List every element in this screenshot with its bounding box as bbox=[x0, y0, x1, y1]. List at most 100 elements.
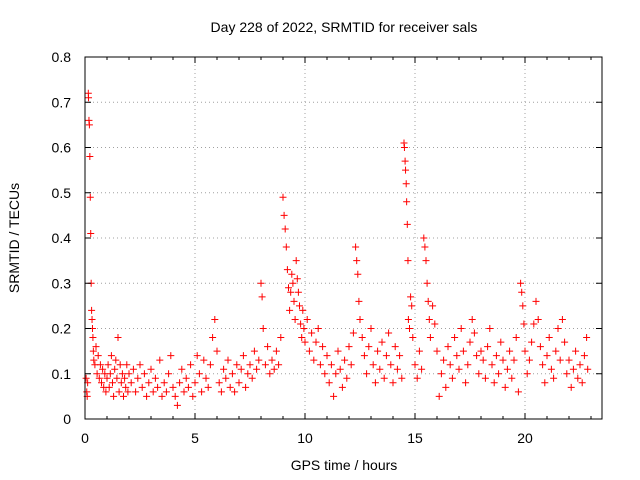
data-point bbox=[255, 356, 263, 364]
data-point bbox=[464, 361, 472, 369]
data-point bbox=[220, 365, 228, 373]
data-point bbox=[420, 234, 428, 242]
data-point bbox=[222, 374, 230, 382]
data-point bbox=[520, 320, 528, 328]
data-point bbox=[136, 361, 144, 369]
data-point bbox=[235, 379, 243, 387]
data-point bbox=[85, 121, 93, 129]
data-point bbox=[415, 347, 423, 355]
data-point bbox=[477, 347, 485, 355]
data-point bbox=[501, 383, 509, 391]
data-point bbox=[248, 374, 256, 382]
data-point bbox=[550, 374, 558, 382]
data-point bbox=[423, 279, 431, 287]
data-point bbox=[257, 279, 265, 287]
data-point bbox=[105, 383, 113, 391]
data-point bbox=[332, 370, 340, 378]
data-point bbox=[215, 379, 223, 387]
data-point bbox=[292, 257, 300, 265]
data-point bbox=[468, 315, 476, 323]
data-point bbox=[402, 166, 410, 174]
data-point bbox=[112, 356, 120, 364]
data-point bbox=[413, 374, 421, 382]
data-point bbox=[431, 320, 439, 328]
y-tick-label: 0.8 bbox=[52, 49, 72, 65]
data-point bbox=[118, 370, 126, 378]
data-point bbox=[211, 315, 219, 323]
data-point bbox=[124, 388, 132, 396]
data-point bbox=[561, 338, 569, 346]
data-point bbox=[98, 379, 105, 387]
data-point bbox=[233, 361, 241, 369]
data-point bbox=[554, 325, 562, 332]
data-point bbox=[545, 334, 553, 342]
data-point bbox=[530, 320, 538, 328]
data-point bbox=[400, 144, 408, 151]
data-point bbox=[87, 229, 95, 237]
data-point bbox=[204, 383, 212, 391]
data-point bbox=[380, 374, 388, 382]
data-point bbox=[266, 370, 274, 378]
data-point bbox=[424, 297, 432, 305]
data-point bbox=[574, 374, 582, 382]
data-point bbox=[167, 352, 175, 360]
data-point bbox=[299, 306, 307, 314]
data-point bbox=[404, 315, 412, 323]
data-point bbox=[162, 388, 170, 396]
data-point bbox=[296, 302, 303, 310]
data-point bbox=[349, 329, 357, 337]
data-point bbox=[202, 374, 210, 382]
data-point bbox=[363, 370, 371, 378]
data-point bbox=[239, 352, 247, 360]
data-point bbox=[140, 370, 148, 378]
y-tick-label: 0.5 bbox=[52, 185, 72, 201]
data-point bbox=[114, 334, 122, 342]
data-point bbox=[536, 343, 544, 351]
data-point bbox=[334, 347, 342, 355]
data-point bbox=[151, 374, 159, 382]
data-point bbox=[576, 361, 584, 369]
data-point bbox=[479, 356, 487, 364]
data-point bbox=[113, 374, 121, 382]
data-point bbox=[193, 352, 201, 360]
data-point bbox=[323, 352, 331, 360]
data-point bbox=[250, 347, 258, 355]
data-point bbox=[116, 361, 124, 369]
data-point bbox=[246, 361, 254, 369]
data-point bbox=[129, 365, 137, 373]
data-point bbox=[275, 361, 283, 369]
y-tick-label: 0.7 bbox=[52, 94, 72, 110]
data-point bbox=[180, 388, 188, 396]
data-point bbox=[389, 379, 397, 387]
data-point bbox=[147, 365, 155, 373]
data-point bbox=[484, 343, 492, 351]
data-point bbox=[327, 361, 335, 369]
data-point bbox=[209, 334, 217, 342]
data-point bbox=[499, 356, 507, 364]
data-point bbox=[301, 338, 309, 346]
data-point bbox=[565, 356, 573, 364]
data-point bbox=[369, 361, 377, 369]
data-point bbox=[291, 315, 299, 323]
data-point bbox=[149, 388, 157, 396]
data-point bbox=[111, 365, 119, 373]
data-point bbox=[508, 374, 516, 382]
data-point bbox=[341, 356, 349, 364]
data-point bbox=[288, 270, 296, 278]
data-point bbox=[360, 352, 368, 360]
data-point bbox=[580, 352, 588, 360]
data-point bbox=[171, 392, 179, 400]
data-point bbox=[321, 370, 329, 378]
data-point bbox=[86, 193, 94, 201]
data-point bbox=[358, 334, 366, 342]
data-point bbox=[514, 388, 522, 396]
data-point bbox=[224, 356, 232, 364]
data-point bbox=[517, 279, 525, 287]
data-point bbox=[402, 180, 410, 188]
data-point bbox=[475, 370, 483, 378]
data-point bbox=[217, 388, 225, 396]
data-point bbox=[206, 361, 214, 369]
data-point bbox=[466, 338, 474, 346]
chart-title: Day 228 of 2022, SRMTID for receiver sal… bbox=[211, 19, 478, 35]
